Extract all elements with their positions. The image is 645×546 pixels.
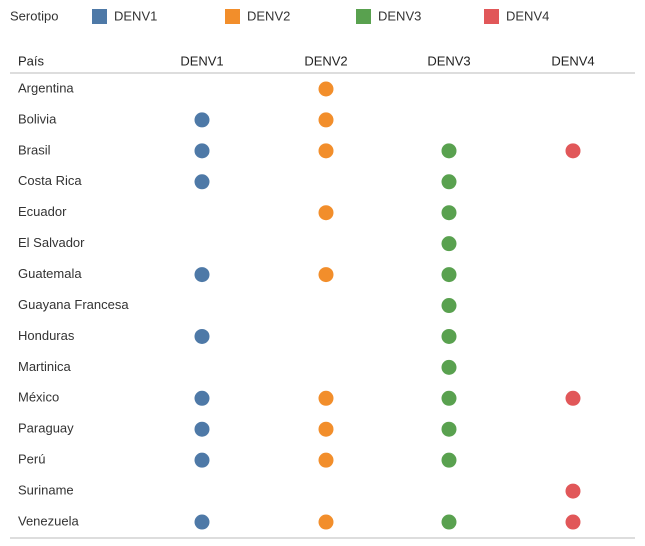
- row-label: Paraguay: [18, 421, 74, 436]
- row-label: Bolivia: [18, 111, 57, 126]
- row-label: Brasil: [18, 142, 51, 157]
- dot: [194, 514, 210, 530]
- dot: [441, 205, 457, 221]
- row-label: Guayana Francesa: [18, 297, 129, 312]
- dot: [441, 514, 457, 530]
- dot: [441, 143, 457, 159]
- legend-swatch: [92, 9, 107, 24]
- row-label: Argentina: [18, 80, 74, 95]
- legend-label: DENV2: [247, 8, 290, 23]
- dot: [441, 267, 457, 283]
- dot: [318, 390, 334, 406]
- dot: [441, 236, 457, 252]
- dot: [441, 328, 457, 344]
- dot: [194, 267, 210, 283]
- row-label: Guatemala: [18, 266, 82, 281]
- row-label: Venezuela: [18, 513, 79, 528]
- legend-label: DENV1: [114, 8, 157, 23]
- dot: [441, 452, 457, 468]
- row-header: País: [18, 53, 45, 68]
- legend-swatch: [225, 9, 240, 24]
- dot: [194, 143, 210, 159]
- dot: [194, 390, 210, 406]
- dot: [318, 143, 334, 159]
- dot: [441, 421, 457, 437]
- row-label: Costa Rica: [18, 173, 82, 188]
- dot: [441, 298, 457, 314]
- column-header: DENV1: [180, 53, 223, 68]
- dot: [318, 514, 334, 530]
- dot: [441, 359, 457, 375]
- dot: [318, 267, 334, 283]
- dot: [565, 143, 581, 159]
- row-label: México: [18, 390, 59, 405]
- column-header: DENV3: [427, 53, 470, 68]
- dot: [318, 112, 334, 128]
- dot: [194, 452, 210, 468]
- legend-label: DENV3: [378, 8, 421, 23]
- dot: [194, 328, 210, 344]
- dot: [194, 112, 210, 128]
- dot: [318, 452, 334, 468]
- column-header: DENV4: [551, 53, 594, 68]
- column-header: DENV2: [304, 53, 347, 68]
- dot: [318, 205, 334, 221]
- row-label: Ecuador: [18, 204, 67, 219]
- dot: [441, 390, 457, 406]
- dot: [441, 174, 457, 190]
- dot: [318, 421, 334, 437]
- legend-label: DENV4: [506, 8, 549, 23]
- legend-title: Serotipo: [10, 8, 58, 23]
- dot: [565, 483, 581, 499]
- dot: [194, 421, 210, 437]
- row-label: Honduras: [18, 328, 75, 343]
- legend-swatch: [356, 9, 371, 24]
- row-label: El Salvador: [18, 235, 85, 250]
- row-label: Perú: [18, 452, 45, 467]
- dot: [565, 390, 581, 406]
- legend-swatch: [484, 9, 499, 24]
- row-label: Suriname: [18, 483, 74, 498]
- dot: [565, 514, 581, 530]
- dot: [318, 81, 334, 97]
- row-label: Martinica: [18, 359, 72, 374]
- dot: [194, 174, 210, 190]
